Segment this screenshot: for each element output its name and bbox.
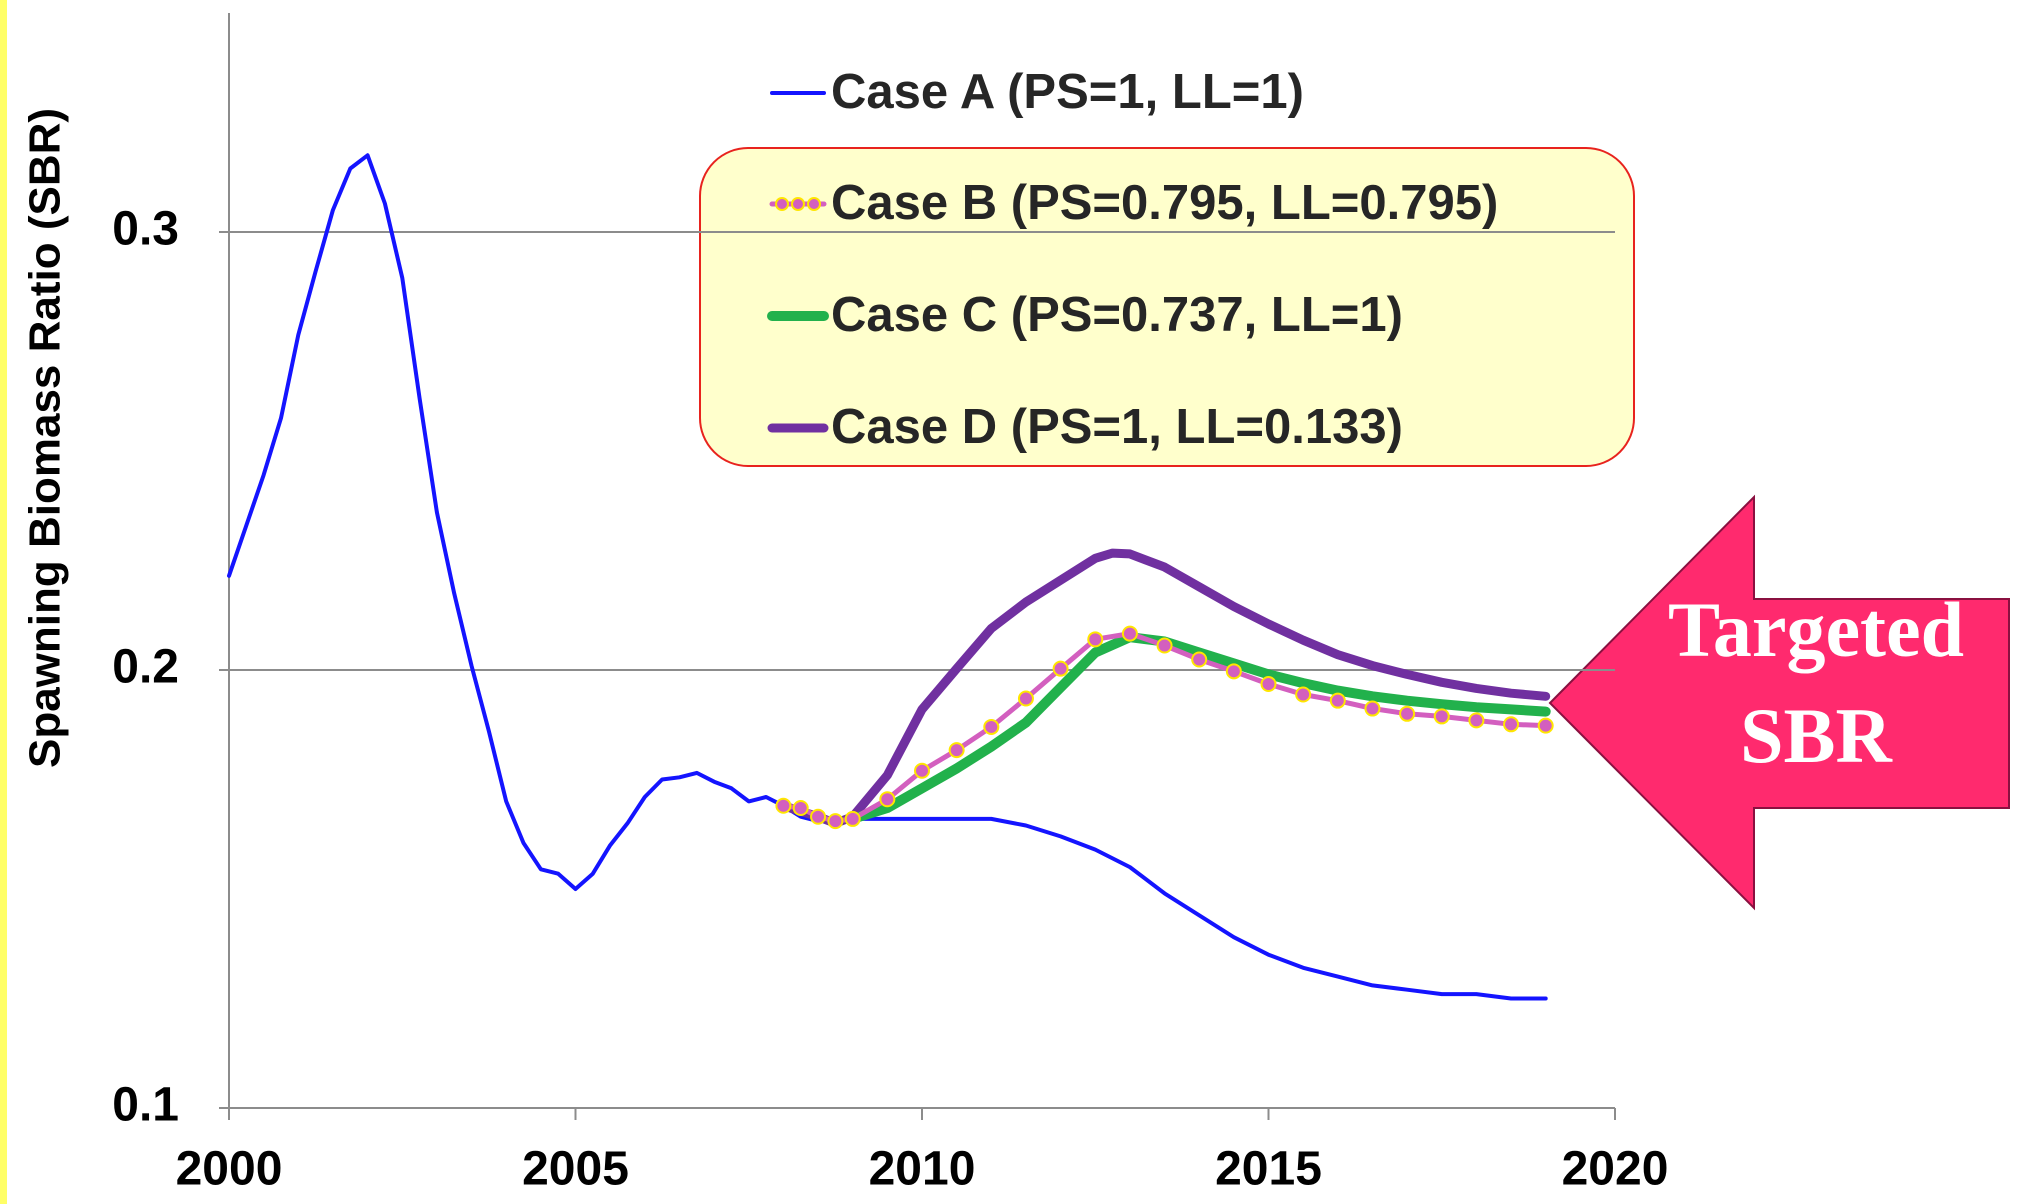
y-tick-label: 0.1 [112,1079,179,1132]
y-axis-title: Spawning Biomass Ratio (SBR) [21,108,70,768]
series-dot [1329,692,1346,709]
x-tick-label: 2010 [869,1143,976,1196]
series-dot [1017,690,1034,707]
legend-box [699,147,1635,467]
series-dot [1156,637,1173,654]
series-line [227,153,1548,1001]
series-dot [775,797,792,814]
legend-label: Case C (PS=0.737, LL=1) [831,288,1403,342]
legend-dot [807,197,821,211]
series-dot [1433,708,1450,725]
series-dot [1364,700,1381,717]
series-line [780,631,1549,824]
edge-strip [0,0,7,1204]
series-dot [1087,631,1104,648]
annotation: SBR [1740,692,1893,779]
series-dot [1191,651,1208,668]
legend-label: Case A (PS=1, LL=1) [831,65,1304,119]
series-dot [1260,676,1277,693]
y-tick-label: 0.3 [112,203,179,256]
legend-label: Case B (PS=0.795, LL=0.795) [831,176,1498,230]
series-dot [827,813,844,830]
series-dot [1121,625,1138,642]
series-dot [844,810,861,827]
legend-dot [775,197,789,211]
series-dot [1295,686,1312,703]
series-dot [914,762,930,779]
series-dot [1503,716,1520,733]
x-tick-label: 2005 [522,1143,629,1196]
series-line [778,548,1551,828]
series-dot [1225,663,1242,680]
series-dot [810,808,827,825]
x-tick-label: 2000 [176,1143,283,1196]
series-dot [792,799,809,816]
series-dot [1468,712,1485,729]
legend-dot [791,197,805,211]
series-dot [1052,660,1069,677]
series-dot [1399,705,1416,722]
series-dot [983,718,1000,735]
series-dot [879,791,896,808]
series-dot [948,742,965,759]
legend-label: Case D (PS=1, LL=0.133) [831,400,1403,454]
series-dot [1537,717,1554,734]
x-tick-label: 2015 [1215,1143,1322,1196]
y-tick-label: 0.2 [112,641,179,694]
annotation: Targeted [1668,586,1964,673]
x-tick-label: 2020 [1562,1143,1669,1196]
target-arrow [1548,494,2010,911]
